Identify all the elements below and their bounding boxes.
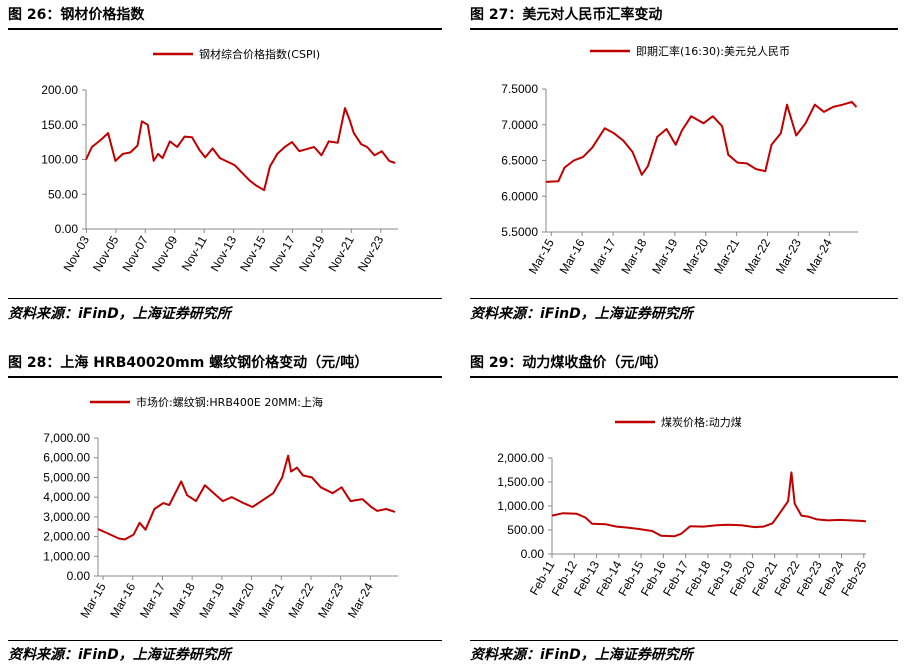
- x-tick-label: Mar-21: [711, 236, 742, 276]
- y-tick-label: 2,000.00: [43, 530, 90, 544]
- y-tick-label: 0.00: [55, 222, 79, 236]
- y-tick-label: 7.0000: [501, 118, 538, 132]
- x-tick-label: Mar-22: [285, 580, 316, 620]
- y-tick-label: 100.00: [41, 153, 78, 167]
- source-rule: [8, 298, 442, 299]
- y-tick-label: 0.00: [67, 569, 91, 583]
- x-tick-label: Nov-09: [149, 233, 181, 274]
- y-tick-label: 150.00: [41, 118, 78, 132]
- x-tick-label: Nov-23: [355, 233, 387, 274]
- x-tick-label: Mar-24: [804, 236, 835, 276]
- series-line: [97, 454, 396, 541]
- y-tick-label: 7.5000: [501, 82, 538, 96]
- x-tick-label: Mar-23: [315, 580, 346, 620]
- x-tick-label: Mar-16: [107, 580, 138, 620]
- x-tick-label: Mar-24: [345, 580, 376, 620]
- x-tick-label: Mar-16: [557, 236, 588, 276]
- x-tick-label: Nov-07: [119, 233, 151, 274]
- source-note: 资料来源：iFinD，上海证券研究所: [8, 647, 231, 663]
- title-rule: [470, 28, 898, 30]
- x-tick-label: Mar-18: [618, 236, 649, 276]
- series-line: [85, 107, 396, 192]
- chart-svg: 即期汇率(16:30):美元兑人民币 7.5000 7.0000 6.5000 6.00…: [501, 44, 858, 276]
- x-tick-label: Nov-19: [296, 233, 328, 274]
- y-tick-label: 5,000.00: [43, 470, 90, 484]
- series-line: [551, 471, 867, 538]
- x-tick-label: Mar-15: [526, 236, 557, 276]
- chart-svg: 市场价:螺纹钢:HRB400E 20MM:上海 7,000.00 6,000.00 5…: [43, 395, 398, 620]
- legend-label: 即期汇率(16:30):美元兑人民币: [636, 44, 790, 58]
- title-rule: [8, 376, 442, 378]
- y-tick-label: 2,000.00: [497, 451, 544, 465]
- x-tick-label: Nov-15: [237, 233, 269, 274]
- x-tick-label: Mar-17: [587, 236, 618, 276]
- x-tick-label: Mar-17: [137, 580, 168, 620]
- x-tick-label: Mar-22: [742, 236, 773, 276]
- legend-label: 煤炭价格:动力煤: [661, 415, 742, 429]
- legend-label: 钢材综合价格指数(CSPI): [199, 47, 320, 61]
- panel-steel-index: 图 26：钢材价格指数 钢材综合价格指数(CSPI) 200.00 150.00 10…: [8, 0, 442, 330]
- x-tick-label: Nov-17: [267, 233, 299, 274]
- source-rule: [8, 640, 442, 641]
- x-tick-label: Nov-11: [179, 233, 210, 273]
- x-tick-label: Nov-05: [90, 233, 122, 274]
- source-rule: [470, 640, 898, 641]
- y-tick-label: 3,000.00: [43, 510, 90, 524]
- y-tick-label: 6,000.00: [43, 451, 90, 465]
- y-tick-label: 6.0000: [501, 189, 538, 203]
- x-tick-label: Mar-23: [773, 236, 804, 276]
- y-tick-label: 1,000.00: [43, 549, 90, 563]
- x-tick-label: Nov-03: [61, 233, 93, 274]
- legend-label: 市场价:螺纹钢:HRB400E 20MM:上海: [136, 395, 323, 409]
- panel-rebar-price: 图 28：上海 HRB40020mm 螺纹钢价格变动（元/吨） 市场价:螺纹钢:…: [8, 348, 442, 668]
- source-note: 资料来源：iFinD，上海证券研究所: [470, 306, 693, 322]
- source-rule: [470, 298, 898, 299]
- y-tick-label: 4,000.00: [43, 490, 90, 504]
- x-tick-label: Nov-13: [208, 233, 240, 274]
- x-tick-label: Nov-21: [325, 233, 357, 274]
- x-tick-label: Mar-21: [256, 580, 287, 620]
- y-tick-label: 1,000.00: [497, 499, 544, 513]
- y-tick-label: 0.00: [521, 547, 545, 561]
- title-rule: [8, 28, 442, 30]
- panel-thermal-coal: 图 29：动力煤收盘价（元/吨） 煤炭价格:动力煤 2,000.00 1,500.0…: [470, 348, 898, 668]
- chart-title: 图 27：美元对人民币汇率变动: [470, 7, 663, 23]
- y-tick-label: 50.00: [48, 187, 78, 201]
- y-tick-label: 5.5000: [501, 225, 538, 239]
- panel-usd-cny: 图 27：美元对人民币汇率变动 即期汇率(16:30):美元兑人民币 7.5000…: [470, 0, 898, 330]
- source-note: 资料来源：iFinD，上海证券研究所: [470, 647, 693, 663]
- x-tick-label: Mar-20: [680, 236, 711, 276]
- x-tick-label: Mar-15: [78, 580, 109, 620]
- y-tick-label: 200.00: [41, 83, 78, 97]
- x-tick-label: Mar-19: [649, 236, 680, 276]
- x-tick-label: Mar-18: [167, 580, 198, 620]
- y-tick-label: 7,000.00: [43, 431, 90, 445]
- x-tick-label: Mar-20: [226, 580, 257, 620]
- y-tick-label: 1,500.00: [497, 475, 544, 489]
- chart-svg: 钢材综合价格指数(CSPI) 200.00 150.00 100.00 50.00 0.0…: [41, 47, 398, 274]
- chart-title: 图 28：上海 HRB40020mm 螺纹钢价格变动（元/吨）: [8, 355, 369, 371]
- series-line: [545, 100, 858, 183]
- chart-svg: 煤炭价格:动力煤 2,000.00 1,500.00 1,000.00 500.00 0.…: [497, 415, 869, 598]
- x-tick-label: Mar-19: [196, 580, 227, 620]
- chart-title: 图 29：动力煤收盘价（元/吨）: [470, 355, 668, 371]
- y-tick-label: 6.5000: [501, 154, 538, 168]
- source-note: 资料来源：iFinD，上海证券研究所: [8, 306, 231, 322]
- chart-title: 图 26：钢材价格指数: [8, 7, 145, 23]
- y-tick-label: 500.00: [507, 523, 544, 537]
- title-rule: [470, 376, 898, 378]
